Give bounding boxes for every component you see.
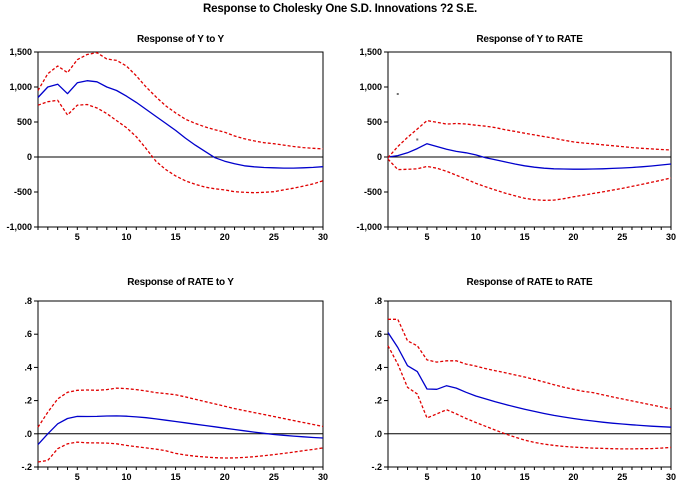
- y-tick-label: .6: [374, 329, 382, 339]
- y-tick-label: 1,000: [9, 82, 32, 92]
- x-tick-label: 20: [568, 232, 578, 242]
- series-upper_2se: [387, 119, 672, 159]
- y-tick-label: .8: [374, 296, 382, 306]
- artifact-dot: [396, 93, 399, 95]
- y-tick-label: 1,500: [9, 47, 32, 57]
- x-tick-label: 5: [425, 472, 430, 482]
- panel-response-of-y-to-rate: Response of Y to RATE 1,500 1,000 500 0 -500 -…: [356, 34, 676, 242]
- series-upper_2se: [37, 387, 324, 428]
- y-tick-label: .0: [374, 429, 382, 439]
- plot-box: [387, 51, 672, 228]
- y-tick-label: 0: [377, 152, 382, 162]
- x-tick-label: 25: [617, 472, 627, 482]
- x-tick-label: 25: [269, 232, 279, 242]
- panel-response-of-y-to-y: Response of Y to Y 1,500 1,000 500 0 -500 -1,0…: [6, 34, 328, 242]
- x-tick-label: 30: [666, 232, 676, 242]
- series-lower_2se: [387, 158, 672, 201]
- y-tick-label: 0: [27, 152, 32, 162]
- y-tick-label: .0: [24, 429, 32, 439]
- x-tick-label: 10: [121, 472, 131, 482]
- series-upper_2se: [37, 52, 324, 150]
- x-tick-label: 30: [318, 472, 328, 482]
- x-tick-label: 15: [520, 232, 530, 242]
- x-tick-label: 25: [269, 472, 279, 482]
- x-tick-label: 30: [318, 232, 328, 242]
- x-tick-label: 20: [220, 472, 230, 482]
- series-lower_2se: [387, 345, 672, 450]
- y-tick-label: .2: [374, 396, 382, 406]
- y-tick-label: -500: [14, 187, 32, 197]
- y-tick-label: .2: [24, 396, 32, 406]
- y-tick-label: 1,500: [359, 47, 382, 57]
- y-tick-label: 500: [367, 117, 382, 127]
- panel-response-of-rate-to-y: Response of RATE to Y .8 .6 .4 .2 .0 -.2 5 10 15 2…: [21, 277, 328, 482]
- y-tick-label: -.2: [371, 462, 382, 472]
- series-response: [387, 332, 672, 428]
- series-response: [37, 415, 324, 446]
- figure-title: Response to Cholesky One S.D. Innovation…: [203, 3, 477, 15]
- x-tick-label: 15: [520, 472, 530, 482]
- x-tick-label: 10: [121, 232, 131, 242]
- plot-box: [387, 300, 672, 468]
- y-tick-label: .4: [24, 362, 32, 372]
- series-lower_2se: [37, 441, 324, 463]
- series-lower_2se: [37, 99, 324, 194]
- y-tick-label: -1,000: [6, 222, 32, 232]
- x-tick-label: 10: [471, 472, 481, 482]
- x-tick-label: 20: [220, 232, 230, 242]
- x-tick-label: 15: [171, 472, 181, 482]
- panel-title: Response of Y to Y: [137, 34, 225, 45]
- y-tick-label: -500: [364, 187, 382, 197]
- plot-box: [37, 51, 324, 228]
- x-tick-label: 5: [75, 472, 80, 482]
- x-tick-label: 10: [471, 232, 481, 242]
- x-tick-label: 25: [617, 232, 627, 242]
- panel-title: Response of RATE to RATE: [467, 277, 593, 288]
- panel-response-of-rate-to-rate: Response of RATE to RATE .8 .6 .4 .2 .0 -.2 5 10…: [371, 277, 676, 482]
- series-response: [387, 143, 672, 170]
- y-tick-label: -.2: [21, 462, 32, 472]
- y-tick-label: .4: [374, 362, 382, 372]
- x-tick-label: 30: [666, 472, 676, 482]
- panel-title: Response of RATE to Y: [127, 277, 234, 288]
- panel-title: Response of Y to RATE: [476, 34, 583, 45]
- x-tick-label: 20: [568, 472, 578, 482]
- x-tick-label: 5: [75, 232, 80, 242]
- artifact-dot: [416, 138, 419, 141]
- y-tick-label: .8: [24, 296, 32, 306]
- series-upper_2se: [388, 318, 672, 410]
- x-tick-label: 15: [171, 232, 181, 242]
- y-tick-label: 1,000: [359, 82, 382, 92]
- plot-box: [37, 300, 324, 468]
- x-tick-label: 5: [425, 232, 430, 242]
- y-tick-label: .6: [24, 329, 32, 339]
- y-tick-label: -1,000: [356, 222, 382, 232]
- series-response: [37, 80, 324, 169]
- y-tick-label: 500: [17, 117, 32, 127]
